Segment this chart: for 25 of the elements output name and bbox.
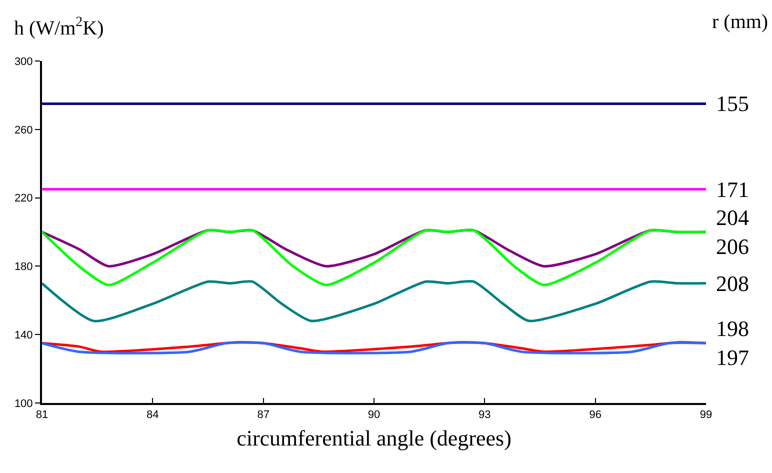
series-label: 208 <box>716 271 749 296</box>
series-label: 171 <box>716 177 749 202</box>
series-label: 198 <box>716 316 749 341</box>
y-tick-label: 140 <box>14 329 33 342</box>
x-tick-label: 96 <box>589 409 602 422</box>
legend-title: r (mm) <box>712 11 768 33</box>
x-tick-label: 93 <box>478 409 491 422</box>
y-axis-title: h (W/m$^{2}$K) <box>14 15 104 40</box>
y-tick-label: 100 <box>14 398 33 410</box>
series-label: 197 <box>716 345 749 370</box>
line-series <box>42 228 706 286</box>
x-tick-label: 90 <box>368 409 380 422</box>
series-label: 204 <box>716 205 749 230</box>
y-tick-label: 220 <box>14 192 33 205</box>
x-tick-label: 84 <box>146 409 159 422</box>
series-label: 206 <box>716 234 749 259</box>
x-tick-label: 81 <box>36 409 48 422</box>
y-tick-label: 300 <box>14 56 33 68</box>
y-tick-label: 180 <box>14 261 33 274</box>
y-tick-label: 260 <box>14 124 33 136</box>
x-tick-label: 99 <box>700 409 712 422</box>
x-tick-label: 87 <box>257 409 270 422</box>
x-axis-title: circumferential angle (degrees) <box>236 426 512 451</box>
series-label: 155 <box>716 91 749 116</box>
line-series <box>42 280 706 322</box>
